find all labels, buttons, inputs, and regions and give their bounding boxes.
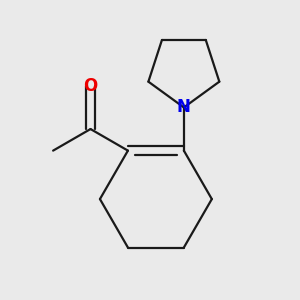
Text: N: N (177, 98, 191, 116)
Text: O: O (83, 77, 98, 95)
